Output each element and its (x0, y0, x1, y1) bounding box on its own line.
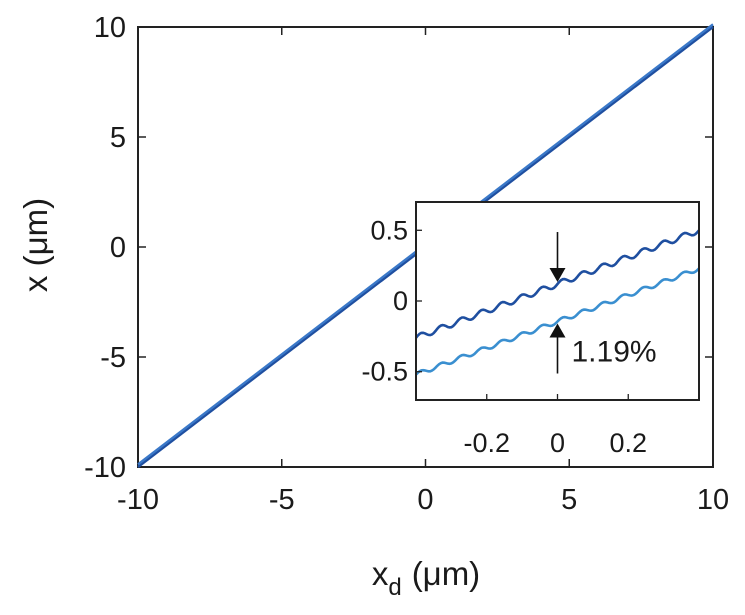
inset-y-tick-label: 0 (393, 286, 408, 316)
x-tick-label: -5 (269, 484, 295, 516)
inset-ticks: -0.2 0 0.2 0.5 0 -0.5 (361, 215, 647, 458)
y-tick-label: -10 (84, 452, 126, 484)
arrow-up-icon (549, 323, 566, 338)
x-axis-label: xd (μm) (372, 555, 480, 601)
main-ticks: -10 -5 0 5 10 10 5 0 -5 -10 (84, 12, 729, 516)
x-axis-label-sub: d (388, 574, 401, 601)
inset-series (414, 229, 700, 376)
x-tick-label: -10 (117, 484, 159, 516)
inset-x-tick-label: -0.2 (463, 428, 510, 458)
inset-x-tick-label: 0 (550, 428, 565, 458)
x-axis-label-main: x (372, 555, 389, 592)
y-axis-label: x (μm) (17, 198, 54, 292)
inset-x-tick-label: 0.2 (609, 428, 647, 458)
y-tick-label: 5 (110, 122, 126, 154)
y-tick-label: -5 (100, 342, 126, 374)
inset-series-line-1 (414, 229, 700, 339)
y-tick-label: 0 (110, 232, 126, 264)
inset-series-line-2 (415, 267, 700, 376)
annotation-label: 1.19% (572, 336, 657, 369)
x-tick-label: 0 (417, 484, 433, 516)
arrow-down-icon (549, 268, 566, 283)
y-tick-label: 10 (94, 12, 126, 44)
inset-annotation: 1.19% (549, 232, 657, 374)
inset-y-tick-label: 0.5 (370, 215, 408, 245)
x-tick-label: 10 (697, 484, 729, 516)
x-tick-label: 5 (561, 484, 577, 516)
x-axis-label-unit: (μm) (412, 555, 480, 592)
inset-y-tick-label: -0.5 (361, 357, 408, 387)
